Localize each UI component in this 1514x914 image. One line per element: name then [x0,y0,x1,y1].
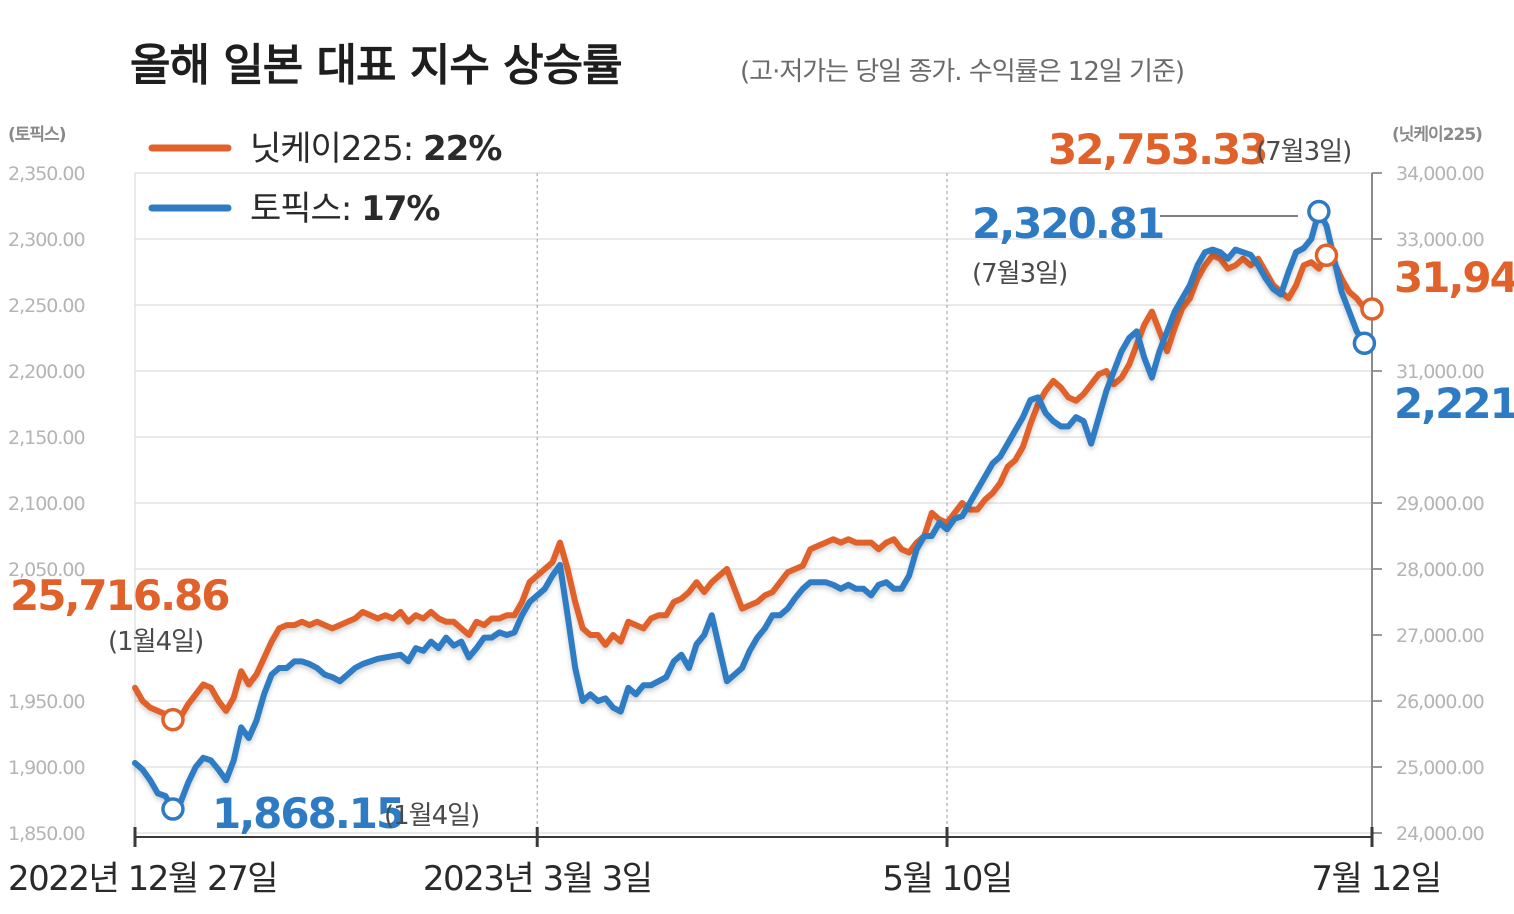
right-tick-label: 27,000.00 [1396,625,1484,647]
legend-label-nikkei: 닛케이225: 22% [250,129,501,169]
left-tick-label: 1,900.00 [8,757,85,779]
left-tick-label: 2,250.00 [8,295,85,317]
legend-label-topix: 토픽스: 17% [250,189,440,229]
nikkei-low-label: 25,716.86 [10,571,228,620]
right-tick-label: 29,000.00 [1396,493,1484,515]
x-tick-label: 5월 10일 [882,859,1011,899]
left-tick-label: 2,300.00 [8,229,85,251]
nikkei-last-label: 31,94 [1394,253,1514,302]
left-tick-label: 1,950.00 [8,691,85,713]
right-tick-label: 31,000.00 [1396,361,1484,383]
chart-title: 올해 일본 대표 지수 상승률 [130,40,622,91]
topix-high-label: 2,320.81 [972,199,1163,248]
right-tick-label: 26,000.00 [1396,691,1484,713]
chart-subtitle: (고·저가는 당일 종가. 수익률은 12일 기준) [740,57,1184,87]
right-tick-label: 28,000.00 [1396,559,1484,581]
topix-last-label: 2,221 [1394,379,1514,428]
series-line-topix [132,208,1368,812]
nikkei-low-note: (1월4일) [108,627,203,657]
right-tick-label: 33,000.00 [1396,229,1484,251]
topix-low-marker [161,797,185,821]
topix-high-note: (7월3일) [972,259,1067,289]
series-line-nikkei [132,252,1375,723]
right-axis-unit: (닛케이225) [1392,125,1482,145]
x-tick-label: 7월 12일 [1311,859,1440,899]
right-tick-label: 24,000.00 [1396,823,1484,845]
topix-low-note: (1월4일) [384,801,479,831]
topix-low-label: 1,868.15 [212,789,403,838]
left-tick-label: 2,200.00 [8,361,85,383]
nikkei-high-label: 32,753.33 [1048,125,1266,174]
axis-layer: 2,350.00 2,300.00 2,250.00 2,200.00 2,150.00… [8,163,1485,899]
left-tick-label: 1,850.00 [8,823,85,845]
left-tick-label: 2,100.00 [8,493,85,515]
topix-high-marker [1307,199,1331,224]
nikkei-low-marker [161,707,185,732]
nikkei-last-marker [1360,297,1384,321]
nikkei-high-note: (7월3일) [1256,137,1351,167]
right-tick-label: 34,000.00 [1396,163,1484,185]
topix-last-marker [1352,331,1377,356]
left-axis-unit: (토픽스) [8,125,66,145]
x-tick-label: 2022년 12월 27일 [8,859,277,899]
grid-layer [135,172,1372,834]
nikkei-high-marker [1314,243,1339,268]
left-tick-label: 2,150.00 [8,427,85,449]
series-layer [132,208,1375,812]
right-tick-label: 25,000.00 [1396,757,1484,779]
x-tick-label: 2023년 3월 3일 [423,859,652,899]
legend: 닛케이225: 22% 토픽스: 17% [148,129,502,229]
marker-layer [161,199,1384,821]
left-tick-label: 2,350.00 [8,163,85,185]
left-tick-label: 2,050.00 [8,559,85,581]
